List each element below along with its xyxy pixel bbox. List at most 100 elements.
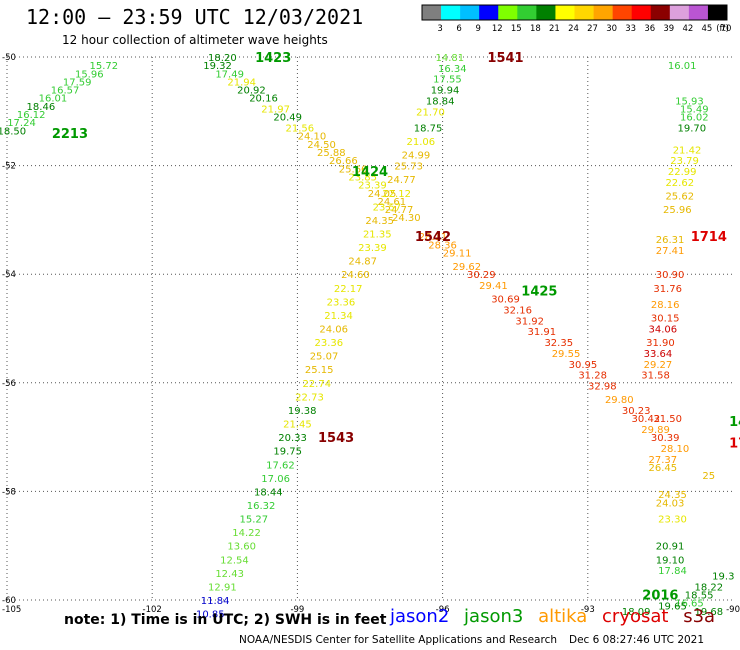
wave-height-label: 25.07: [310, 352, 339, 363]
footer-note: note: 1) Time is in UTC; 2) SWH is in fe…: [64, 612, 387, 628]
wave-height-label: 24.77: [387, 175, 416, 186]
wave-height-label: 18.50: [0, 126, 26, 137]
wave-height-label: 30.90: [656, 270, 685, 281]
satellite-legend-s3a: s3a: [683, 606, 716, 627]
wave-height-label: 18.75: [414, 124, 443, 135]
wave-height-label: 16.02: [680, 113, 709, 124]
wave-height-label: 19.32: [203, 61, 232, 72]
wave-height-label: 24.05: [368, 189, 397, 200]
y-tick-label: -58: [2, 487, 16, 497]
wave-height-label: 21.97: [261, 105, 290, 116]
wave-height-label: 16.01: [668, 61, 697, 72]
wave-height-label: 18.84: [426, 96, 455, 107]
wave-height-label: 14.22: [232, 528, 261, 539]
wave-height-label: 12.91: [208, 582, 237, 593]
y-tick-label: -52: [2, 162, 16, 172]
wave-height-label: 17.55: [433, 75, 462, 86]
wave-height-label: 15.49: [680, 105, 709, 116]
wave-height-label: 30.15: [651, 314, 680, 325]
wave-height-label: 24.87: [348, 257, 377, 268]
wave-height-label: 22.17: [334, 284, 363, 295]
wave-height-label: 18.46: [27, 102, 56, 113]
wave-height-label: 16.01: [39, 94, 68, 105]
colorbar-swatch: [460, 5, 480, 20]
colorbar-label: 45: [702, 24, 713, 34]
wave-height-label: 28.11: [419, 232, 448, 243]
wave-height-label: 23.79: [670, 156, 699, 167]
wave-height-label: 25.66: [339, 164, 368, 175]
wave-height-label: 31.50: [653, 414, 682, 425]
wave-height-label: 29.80: [605, 395, 634, 406]
track-time-label: 142: [729, 415, 740, 430]
x-tick-label: -93: [581, 605, 595, 615]
wave-height-label: 22.74: [302, 379, 331, 390]
wave-height-label: 30.29: [467, 270, 496, 281]
colorbar-swatch: [593, 5, 613, 20]
wave-height-label: 25.73: [394, 162, 423, 173]
wave-height-label: 25.88: [317, 148, 346, 159]
colorbar-frame: [421, 4, 728, 21]
axis-tick-labels: -50 -52 -54 -56 -58 -60-105 -102 -99 -96 -93 -90: [2, 53, 740, 615]
wave-height-label: 19.70: [678, 124, 707, 135]
x-tick-label: -96: [436, 605, 450, 615]
satellite-legend-cryosat: cryosat: [602, 606, 669, 627]
wave-height-label: 31.28: [578, 371, 607, 382]
wave-height-values: 15.7215.9617.5916.5716.0118.4616.1217.24…: [0, 53, 734, 621]
wave-height-label: 13.60: [227, 542, 256, 553]
y-tick-label: -56: [2, 379, 16, 389]
chart-subtitle: 12 hour collection of altimeter wave hei…: [62, 33, 328, 47]
satellite-legend-jason3: jason3: [464, 606, 524, 627]
track-time-label: 1541: [487, 51, 523, 66]
wave-height-label: 18.44: [254, 487, 283, 498]
colorbar-swatch: [574, 5, 594, 20]
satellite-legend: jason2 jason3 altika cryosat s3a: [390, 606, 724, 627]
wave-height-label: 21.94: [227, 77, 256, 88]
wave-height-label: 16.65: [675, 599, 704, 610]
wave-height-label: 29.55: [552, 349, 581, 360]
colorbar-label: 12: [492, 24, 503, 34]
credit-text: NOAA/NESDIS Center for Satellite Applica…: [239, 634, 557, 646]
wave-height-label: 24.10: [298, 132, 327, 143]
colorbar-label: 39: [663, 24, 674, 34]
wave-height-label: 31.58: [641, 371, 670, 382]
wave-height-label: 16.32: [247, 501, 276, 512]
track-time-label: 1542: [415, 230, 451, 245]
y-tick-label: -54: [2, 270, 16, 280]
wave-height-label: 27.37: [648, 455, 677, 466]
track-time-label: 1543: [318, 431, 354, 446]
wave-height-label: 23.85: [348, 172, 377, 183]
y-tick-label: -50: [2, 53, 16, 63]
colorbar-swatch: [669, 5, 690, 20]
wave-height-label: 12.54: [220, 555, 249, 566]
track-time-label: 171: [729, 437, 740, 452]
wave-height-label: 24.99: [402, 151, 431, 162]
x-tick-label: -90: [726, 605, 740, 615]
chart-title: 12:00 – 23:59 UTC 12/03/2021: [26, 5, 364, 29]
wave-height-label: 32.35: [544, 338, 573, 349]
colorbar-swatch: [517, 5, 537, 20]
wave-height-label: 29.11: [443, 248, 472, 259]
wave-height-label: 24.61: [377, 197, 406, 208]
colorbar-label: 24: [568, 24, 579, 34]
colorbar-swatch: [422, 5, 442, 20]
track-time-label: 2016: [642, 589, 678, 604]
wave-height-label: 32.98: [588, 382, 617, 393]
wave-height-label: 22.62: [665, 178, 694, 189]
wave-height-label: 11.84: [201, 596, 230, 607]
colorbar-unit: (ft): [716, 24, 729, 34]
colorbar-label: 27: [587, 24, 598, 34]
colorbar-label: 33: [625, 24, 636, 34]
wave-height-label: 30.69: [491, 295, 520, 306]
wave-height-label: 24.77: [385, 205, 414, 216]
wave-height-label: 28.36: [428, 240, 457, 251]
wave-height-label: 16.57: [51, 86, 80, 97]
wave-height-label: 15.72: [89, 61, 118, 72]
wave-height-label: 21.06: [406, 137, 435, 148]
wave-height-label: 19.38: [288, 406, 317, 417]
wave-height-label: 20.49: [273, 113, 302, 124]
wave-height-label: 29.89: [641, 425, 670, 436]
wave-height-label: 24.03: [656, 498, 685, 509]
satellite-legend-jason2: jason2: [390, 606, 450, 627]
wave-height-label: 26.66: [329, 156, 358, 167]
wave-height-label: 33.64: [644, 349, 673, 360]
